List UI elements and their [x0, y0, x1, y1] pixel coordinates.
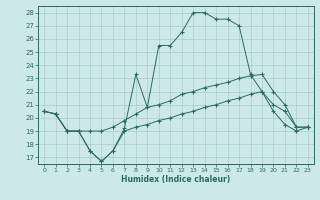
X-axis label: Humidex (Indice chaleur): Humidex (Indice chaleur)	[121, 175, 231, 184]
